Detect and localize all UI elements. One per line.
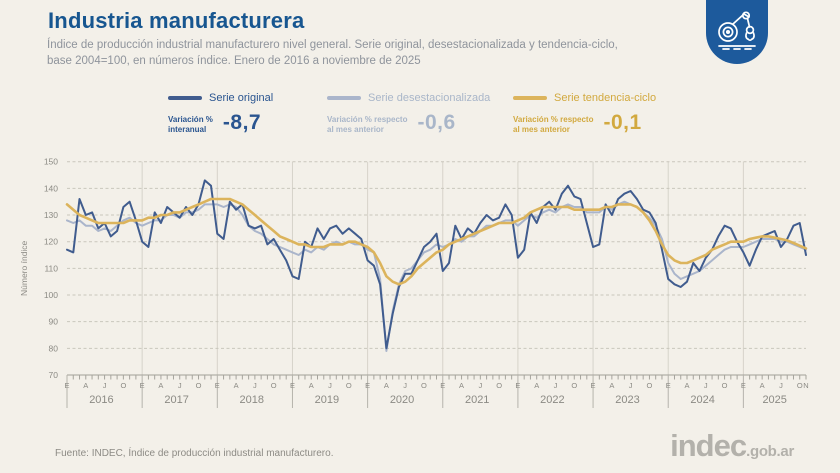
y-tick-label: 70 xyxy=(49,370,59,380)
svg-text:A: A xyxy=(309,381,314,390)
legend-serie-desestacionalizada: Serie desestacionalizada Variación % res… xyxy=(327,92,490,135)
svg-text:O: O xyxy=(346,381,352,390)
svg-text:J: J xyxy=(629,381,633,390)
year-label: 2016 xyxy=(89,394,113,406)
indec-logo-word: indec xyxy=(670,428,747,463)
svg-text:A: A xyxy=(384,381,389,390)
svg-text:E: E xyxy=(365,381,370,390)
svg-text:N: N xyxy=(803,381,808,390)
svg-text:J: J xyxy=(704,381,708,390)
y-tick-label: 110 xyxy=(44,263,58,273)
svg-text:O: O xyxy=(571,381,577,390)
source-note: Fuente: INDEC, Índice de producción indu… xyxy=(55,448,334,459)
indec-logo: indec .gob.ar xyxy=(670,430,794,461)
svg-text:O: O xyxy=(797,381,803,390)
svg-text:A: A xyxy=(459,381,464,390)
year-label: 2017 xyxy=(164,394,188,406)
svg-text:J: J xyxy=(253,381,257,390)
svg-text:J: J xyxy=(328,381,332,390)
year-label: 2022 xyxy=(540,394,564,406)
serie-original-label: Serie original xyxy=(209,92,274,104)
serie-original-swatch xyxy=(168,96,202,100)
svg-text:J: J xyxy=(554,381,558,390)
y-tick-label: 100 xyxy=(44,290,58,300)
year-label: 2024 xyxy=(690,394,714,406)
svg-text:E: E xyxy=(440,381,445,390)
chart-subtitle: Índice de producción industrial manufact… xyxy=(47,37,707,69)
svg-text:E: E xyxy=(666,381,671,390)
series-serie-original xyxy=(66,179,807,350)
svg-text:J: J xyxy=(403,381,407,390)
svg-text:E: E xyxy=(741,381,746,390)
svg-text:E: E xyxy=(64,381,69,390)
svg-text:O: O xyxy=(647,381,653,390)
svg-text:A: A xyxy=(609,381,614,390)
svg-text:J: J xyxy=(478,381,482,390)
svg-text:A: A xyxy=(685,381,690,390)
svg-text:O: O xyxy=(722,381,728,390)
y-axis-title: Número índice xyxy=(19,240,29,296)
svg-text:A: A xyxy=(83,381,88,390)
industry-badge xyxy=(706,0,768,64)
indec-logo-domain: .gob.ar xyxy=(746,443,794,460)
year-label: 2025 xyxy=(762,394,786,406)
year-label: 2020 xyxy=(390,394,414,406)
subtitle-line1: Índice de producción industrial manufact… xyxy=(47,39,618,51)
svg-text:A: A xyxy=(534,381,539,390)
serie-desestacionalizada-variation-value: -0,6 xyxy=(417,111,456,134)
svg-text:O: O xyxy=(421,381,427,390)
serie-original-variation-label: Variación % interanual xyxy=(168,115,213,134)
svg-text:A: A xyxy=(158,381,163,390)
svg-text:J: J xyxy=(779,381,783,390)
svg-text:O: O xyxy=(496,381,502,390)
year-label: 2018 xyxy=(240,394,264,406)
svg-text:E: E xyxy=(290,381,295,390)
legend-serie-tendencia-ciclo: Serie tendencia-ciclo Variación % respec… xyxy=(513,92,656,135)
horizontal-gridlines: 70 80 90 100 110 120 130 140 150 xyxy=(44,157,806,380)
serie-desestacionalizada-variation-label: Variación % respecto al mes anterior xyxy=(327,115,408,134)
y-tick-label: 80 xyxy=(49,343,59,353)
svg-text:E: E xyxy=(140,381,145,390)
svg-text:A: A xyxy=(234,381,239,390)
y-tick-label: 150 xyxy=(44,157,58,167)
svg-text:E: E xyxy=(215,381,220,390)
subtitle-line2: base 2004=100, en números índice. Enero … xyxy=(47,55,421,68)
legend-serie-original: Serie original Variación % interanual -8… xyxy=(168,92,273,135)
serie-tendencia-ciclo-variation-label: Variación % respecto al mes anterior xyxy=(513,115,594,134)
svg-text:O: O xyxy=(120,381,126,390)
svg-text:E: E xyxy=(515,381,520,390)
page-title: Industria manufacturera xyxy=(48,8,305,33)
year-label: 2019 xyxy=(315,394,339,406)
svg-text:J: J xyxy=(178,381,182,390)
y-tick-label: 90 xyxy=(49,317,59,327)
serie-tendencia-ciclo-swatch xyxy=(513,96,547,100)
industrial-robot-arm-icon xyxy=(718,11,756,50)
year-label: 2021 xyxy=(465,394,489,406)
year-label: 2023 xyxy=(615,394,639,406)
svg-text:E: E xyxy=(591,381,596,390)
y-tick-label: 120 xyxy=(44,237,58,247)
serie-original-variation-value: -8,7 xyxy=(222,111,262,134)
serie-desestacionalizada-label: Serie desestacionalizada xyxy=(368,92,491,104)
y-tick-label: 140 xyxy=(44,183,58,193)
svg-text:J: J xyxy=(103,381,107,390)
serie-tendencia-ciclo-variation-value: -0,1 xyxy=(603,111,642,134)
svg-text:O: O xyxy=(271,381,277,390)
y-tick-label: 130 xyxy=(44,210,58,220)
serie-tendencia-ciclo-label: Serie tendencia-ciclo xyxy=(554,92,657,104)
svg-text:O: O xyxy=(196,381,202,390)
svg-text:A: A xyxy=(760,381,765,390)
series-serie-desestacionalizada xyxy=(66,200,807,352)
series-serie-tendencia-ciclo xyxy=(65,197,808,286)
serie-desestacionalizada-swatch xyxy=(327,96,361,100)
